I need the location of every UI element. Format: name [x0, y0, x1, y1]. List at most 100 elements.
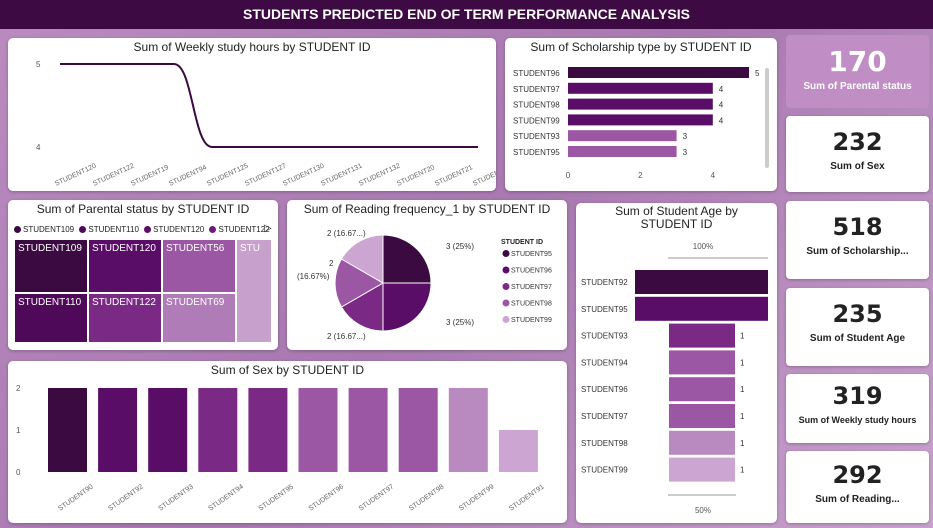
dashboard-title: STUDENTS PREDICTED END OF TERM PERFORMAN… [0, 0, 933, 29]
legend-item: STUDENT99 [511, 317, 552, 324]
y-tick-label: STUDENT97 [513, 85, 560, 94]
kpi-value: 292 [832, 461, 883, 489]
data-label: 3 [683, 148, 688, 157]
treemap-tile[interactable]: STUDENT122 [88, 293, 162, 343]
x-tick-label: STUDENT93 [157, 483, 195, 512]
x-tick-label: STUDENT20 [396, 164, 436, 188]
sex-chart[interactable]: Sum of Sex by STUDENT ID 2 1 0 STUDENT90 STU… [8, 361, 567, 523]
parental-status-treemap[interactable]: Sum of Parental status by STUDENT ID STU… [8, 200, 278, 350]
legend-item: STUDENT95 [511, 251, 552, 258]
pie-slice [340, 282, 384, 332]
treemap-tile[interactable]: STUDENT69 [162, 293, 236, 343]
data-label: 1 [740, 358, 745, 367]
treemap-tile[interactable]: STUDENT56 [162, 239, 236, 293]
kpi-label: Sum of Weekly study hours [798, 415, 917, 425]
kpi-value: 319 [832, 382, 883, 410]
bar [248, 388, 288, 472]
student-age-chart[interactable]: Sum of Student Age by STUDENT ID 100% 50%… [576, 203, 777, 523]
bar [48, 388, 87, 472]
x-tick-label: STUDENT125 [206, 163, 250, 188]
bar [568, 82, 713, 94]
y-tick-label: STUDENT94 [581, 358, 628, 367]
chart-title: Sum of Reading frequency_1 by STUDENT ID [303, 202, 551, 216]
bar [635, 270, 768, 294]
x-tick-label: 4 [711, 171, 716, 180]
x-tick-label: STUDENT94 [207, 483, 245, 512]
legend-marker [502, 250, 510, 257]
bar [98, 388, 138, 472]
x-tick-label: STUDENT95 [258, 483, 296, 512]
treemap-legend: STUDENT109 STUDENT110 STUDENT120 STUDENT… [14, 225, 270, 234]
x-tick-label: STUDENT19 [130, 164, 170, 188]
legend-next-icon[interactable]: ▷ [264, 223, 272, 234]
y-tick-label: STUDENT93 [581, 332, 628, 341]
x-tick-label: STUDENT91 [508, 483, 546, 512]
y-tick-label: STUDENT99 [581, 466, 628, 475]
x-tick-label: STUDENT98 [408, 483, 446, 512]
treemap-tile[interactable]: STUDENT109 [14, 239, 88, 293]
reading-frequency-pie[interactable]: Sum of Reading frequency_1 by STUDENT ID… [287, 200, 567, 350]
y-tick-label: 5 [36, 60, 41, 69]
pie-slice [334, 258, 384, 308]
bar [568, 98, 713, 110]
data-label: 3 (25%) [446, 318, 474, 327]
data-label: 1 [740, 466, 745, 475]
y-tick-label: STUDENT98 [581, 439, 628, 448]
treemap-tile[interactable]: STUDENT120 [88, 239, 162, 293]
bar [568, 130, 677, 142]
bar [448, 388, 488, 472]
scholarship-type-chart[interactable]: Sum of Scholarship type by STUDENT ID ST… [505, 38, 777, 191]
kpi-label: Sum of Student Age [809, 333, 906, 344]
y-tick-label: STUDENT92 [581, 278, 628, 287]
bar [669, 350, 735, 375]
kpi-card[interactable]: 170 Sum of Parental status [786, 35, 929, 108]
kpi-value: 518 [832, 213, 883, 241]
bar [298, 388, 338, 472]
pie-slice [382, 234, 432, 284]
bar [568, 114, 713, 126]
kpi-card[interactable]: 232 Sum of Sex [786, 116, 929, 192]
y-tick-label: STUDENT96 [513, 69, 560, 78]
kpi-card[interactable]: 235 Sum of Student Age [786, 288, 929, 366]
legend-item: STUDENT97 [511, 284, 552, 291]
legend-item: STUDENT98 [511, 301, 552, 308]
legend-marker [502, 266, 510, 274]
kpi-label: Sum of Parental status [803, 81, 912, 92]
legend-item: STUDENT120 [153, 225, 205, 234]
kpi-card[interactable]: 518 Sum of Scholarship... [786, 201, 929, 279]
kpi-card[interactable]: 292 Sum of Reading... [786, 451, 929, 523]
bar [635, 296, 768, 321]
legend-marker [502, 316, 510, 323]
legend-item: STUDENT96 [511, 268, 552, 275]
treemap-tile[interactable]: STUDENT110 [14, 293, 88, 343]
x-tick-label: STUDENT92 [107, 483, 145, 512]
treemap-tile[interactable]: STU [236, 239, 272, 343]
bar [498, 430, 538, 472]
chart-title: Sum of Scholarship type by STUDENT ID [530, 40, 752, 54]
y-tick-label: 2 [16, 384, 21, 393]
pie-slice [382, 282, 432, 332]
kpi-label: Sum of Scholarship... [806, 246, 909, 257]
legend-title: STUDENT ID [501, 239, 543, 246]
y-tick-label: 1 [16, 426, 21, 435]
y-tick-label: STUDENT99 [513, 116, 560, 125]
data-label: 4 [719, 101, 724, 110]
x-tick-label: STUDENT97 [358, 483, 396, 512]
x-tick-label: STUDENT99 [458, 483, 496, 512]
data-label: 1 [740, 332, 745, 341]
kpi-value: 232 [832, 128, 883, 156]
y-tick-label: STUDENT97 [581, 412, 628, 421]
data-label: (16.67%) [297, 272, 330, 281]
weekly-study-hours-chart[interactable]: Sum of Weekly study hours by STUDENT ID … [8, 38, 496, 191]
bar [568, 146, 677, 157]
y-tick-label: STUDENT95 [513, 148, 560, 157]
scrollbar [765, 68, 769, 168]
x-tick-label: STUDENT131 [320, 163, 364, 188]
kpi-card[interactable]: 319 Sum of Weekly study hours [786, 374, 929, 443]
kpi-label: Sum of Reading... [815, 494, 900, 505]
chart-title: Sum of Parental status by STUDENT ID [36, 202, 250, 216]
kpi-value: 170 [828, 45, 887, 78]
x-tick-label: 0 [566, 171, 571, 180]
bar [669, 404, 735, 428]
legend-marker [502, 299, 510, 307]
